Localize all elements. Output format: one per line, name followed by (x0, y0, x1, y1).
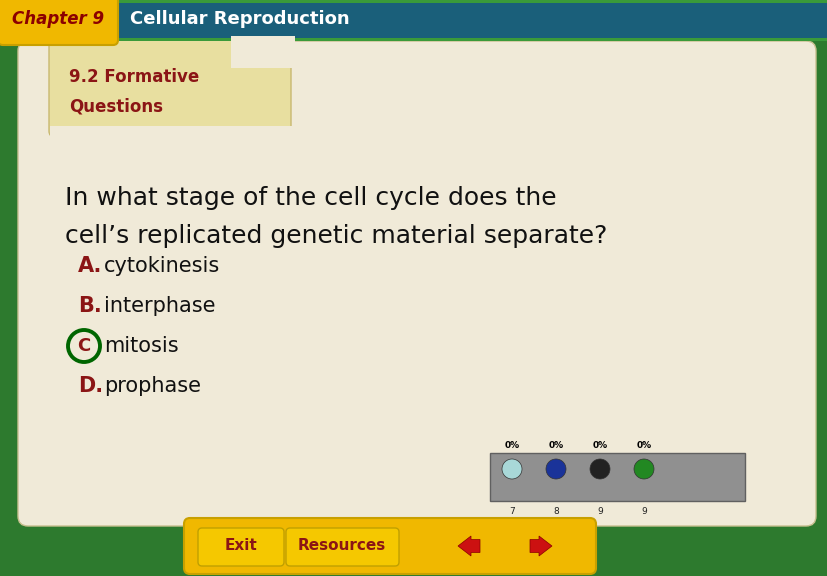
FancyArrow shape (529, 536, 552, 556)
Bar (0, 0, 827, 3)
Text: In what stage of the cell cycle does the: In what stage of the cell cycle does the (65, 186, 556, 210)
Text: Cellular Reproduction: Cellular Reproduction (130, 10, 349, 28)
Text: 9: 9 (640, 506, 646, 516)
Text: cell’s replicated genetic material separate?: cell’s replicated genetic material separ… (65, 224, 607, 248)
Text: Exit: Exit (224, 539, 257, 554)
Text: cytokinesis: cytokinesis (104, 256, 220, 276)
FancyBboxPatch shape (198, 528, 284, 566)
Circle shape (545, 459, 566, 479)
FancyBboxPatch shape (0, 0, 118, 45)
Circle shape (501, 459, 521, 479)
Bar (490, 453, 744, 501)
Text: 7: 7 (509, 506, 514, 516)
Bar (0, 0, 827, 38)
Text: Questions: Questions (69, 98, 163, 116)
Text: C: C (77, 337, 90, 355)
Text: 0%: 0% (636, 441, 651, 449)
Circle shape (590, 459, 609, 479)
Text: prophase: prophase (104, 376, 201, 396)
Text: B.: B. (78, 296, 102, 316)
Text: D.: D. (78, 376, 103, 396)
Bar (50, 126, 294, 511)
Text: 0%: 0% (592, 441, 607, 449)
FancyBboxPatch shape (184, 518, 595, 574)
Polygon shape (231, 36, 294, 68)
Text: 0%: 0% (547, 441, 563, 449)
Circle shape (68, 330, 100, 362)
Text: mitosis: mitosis (104, 336, 179, 356)
Text: 0%: 0% (504, 441, 519, 449)
Text: 9.2 Formative: 9.2 Formative (69, 68, 199, 86)
Text: 9: 9 (596, 506, 602, 516)
Bar (0, 38, 827, 41)
Circle shape (633, 459, 653, 479)
FancyArrow shape (457, 536, 480, 556)
Text: Chapter 9: Chapter 9 (12, 10, 104, 28)
FancyBboxPatch shape (18, 41, 815, 526)
FancyBboxPatch shape (285, 528, 399, 566)
Text: interphase: interphase (104, 296, 215, 316)
FancyBboxPatch shape (49, 40, 290, 137)
Text: Resources: Resources (298, 539, 385, 554)
Text: A.: A. (78, 256, 103, 276)
Text: 8: 8 (552, 506, 558, 516)
